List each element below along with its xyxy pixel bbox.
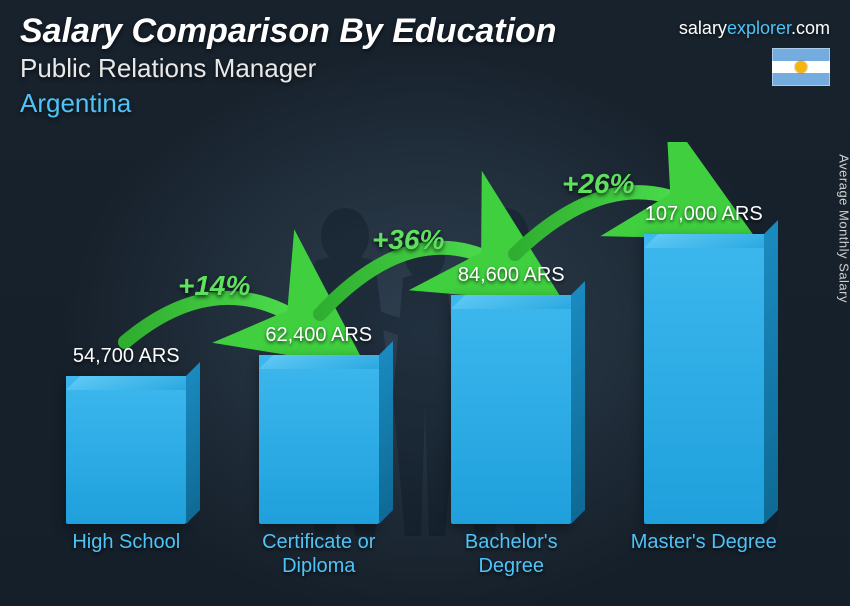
bar3d-3 <box>644 234 764 524</box>
bar-side-face <box>571 281 585 524</box>
bar-value-1: 62,400 ARS <box>265 324 372 347</box>
xlabel-1: Certificate or Diploma <box>244 530 394 582</box>
brand-accent: explorer <box>727 18 791 38</box>
bar-side-face <box>379 341 393 524</box>
bar-front-face <box>66 376 186 524</box>
bar-top-face <box>259 355 393 369</box>
brand-logo: salaryexplorer.com <box>679 18 830 39</box>
bar-front-face <box>259 355 379 524</box>
xlabel-0: High School <box>51 530 201 582</box>
country-label: Argentina <box>20 88 830 119</box>
bar3d-1 <box>259 355 379 524</box>
bar-top-face <box>451 295 585 309</box>
bar-front-face <box>644 234 764 524</box>
flag-argentina-icon <box>772 48 830 86</box>
flag-sun-icon <box>795 61 807 73</box>
bar-value-3: 107,000 ARS <box>645 203 763 226</box>
xlabel-3: Master's Degree <box>629 530 779 582</box>
brand-prefix: salary <box>679 18 727 38</box>
xlabel-2: Bachelor's Degree <box>436 530 586 582</box>
bar-value-2: 84,600 ARS <box>458 264 565 287</box>
bar-side-face <box>186 362 200 524</box>
bars-container: 54,700 ARS 62,400 ARS 84,600 ARS <box>30 164 800 524</box>
bar3d-0 <box>66 376 186 524</box>
job-subtitle: Public Relations Manager <box>20 53 830 84</box>
bar-2: 84,600 ARS <box>436 264 586 524</box>
bar-top-face <box>644 234 778 248</box>
bar-chart: +14% +36% +26% 54,700 ARS 62,400 ARS 84,… <box>30 142 800 582</box>
bar-value-0: 54,700 ARS <box>73 345 180 368</box>
x-labels: High School Certificate or Diploma Bache… <box>30 530 800 582</box>
bar-0: 54,700 ARS <box>51 345 201 524</box>
bar-3: 107,000 ARS <box>629 203 779 524</box>
y-axis-label: Average Monthly Salary <box>837 154 850 303</box>
bar-side-face <box>764 220 778 524</box>
bar-top-face <box>66 376 200 390</box>
brand-suffix: .com <box>791 18 830 38</box>
bar-1: 62,400 ARS <box>244 324 394 524</box>
bar3d-2 <box>451 295 571 524</box>
bar-front-face <box>451 295 571 524</box>
